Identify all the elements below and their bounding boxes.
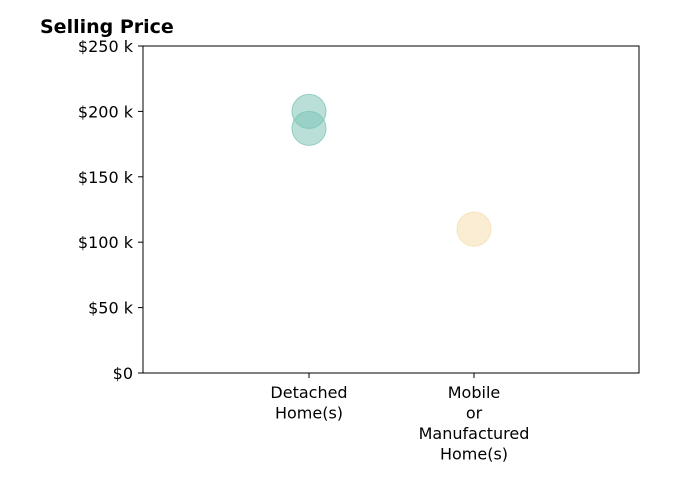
x-tick-label-line: Home(s): [275, 404, 343, 423]
x-tick-label-line: or: [466, 404, 483, 423]
x-tick-label: Mobile or Manufactured Home(s): [419, 383, 530, 464]
plot-frame: [142, 45, 640, 374]
y-axis: $0 $50 k $100 k $150 k $200 k $250 k: [78, 37, 143, 383]
x-tick-label-line: Mobile: [448, 383, 500, 402]
x-tick-label: Detached Home(s): [270, 383, 347, 423]
data-point: [291, 110, 327, 146]
x-tick-label-line: Manufactured: [419, 424, 530, 443]
y-tick-label: $150 k: [78, 168, 134, 187]
y-tick-label: $100 k: [78, 233, 134, 252]
x-tick-label-line: Home(s): [440, 445, 508, 464]
y-tick-label: $0: [113, 364, 133, 383]
y-tick-label: $200 k: [78, 102, 134, 121]
data-points: [291, 93, 492, 247]
data-point: [456, 211, 492, 247]
y-tick-label: $250 k: [78, 37, 134, 56]
x-axis: Detached Home(s) Mobile or Manufactured Home(…: [270, 373, 529, 464]
y-tick-label: $50 k: [88, 299, 134, 318]
chart-title: Selling Price: [40, 16, 174, 38]
x-tick-label-line: Detached: [270, 383, 347, 402]
